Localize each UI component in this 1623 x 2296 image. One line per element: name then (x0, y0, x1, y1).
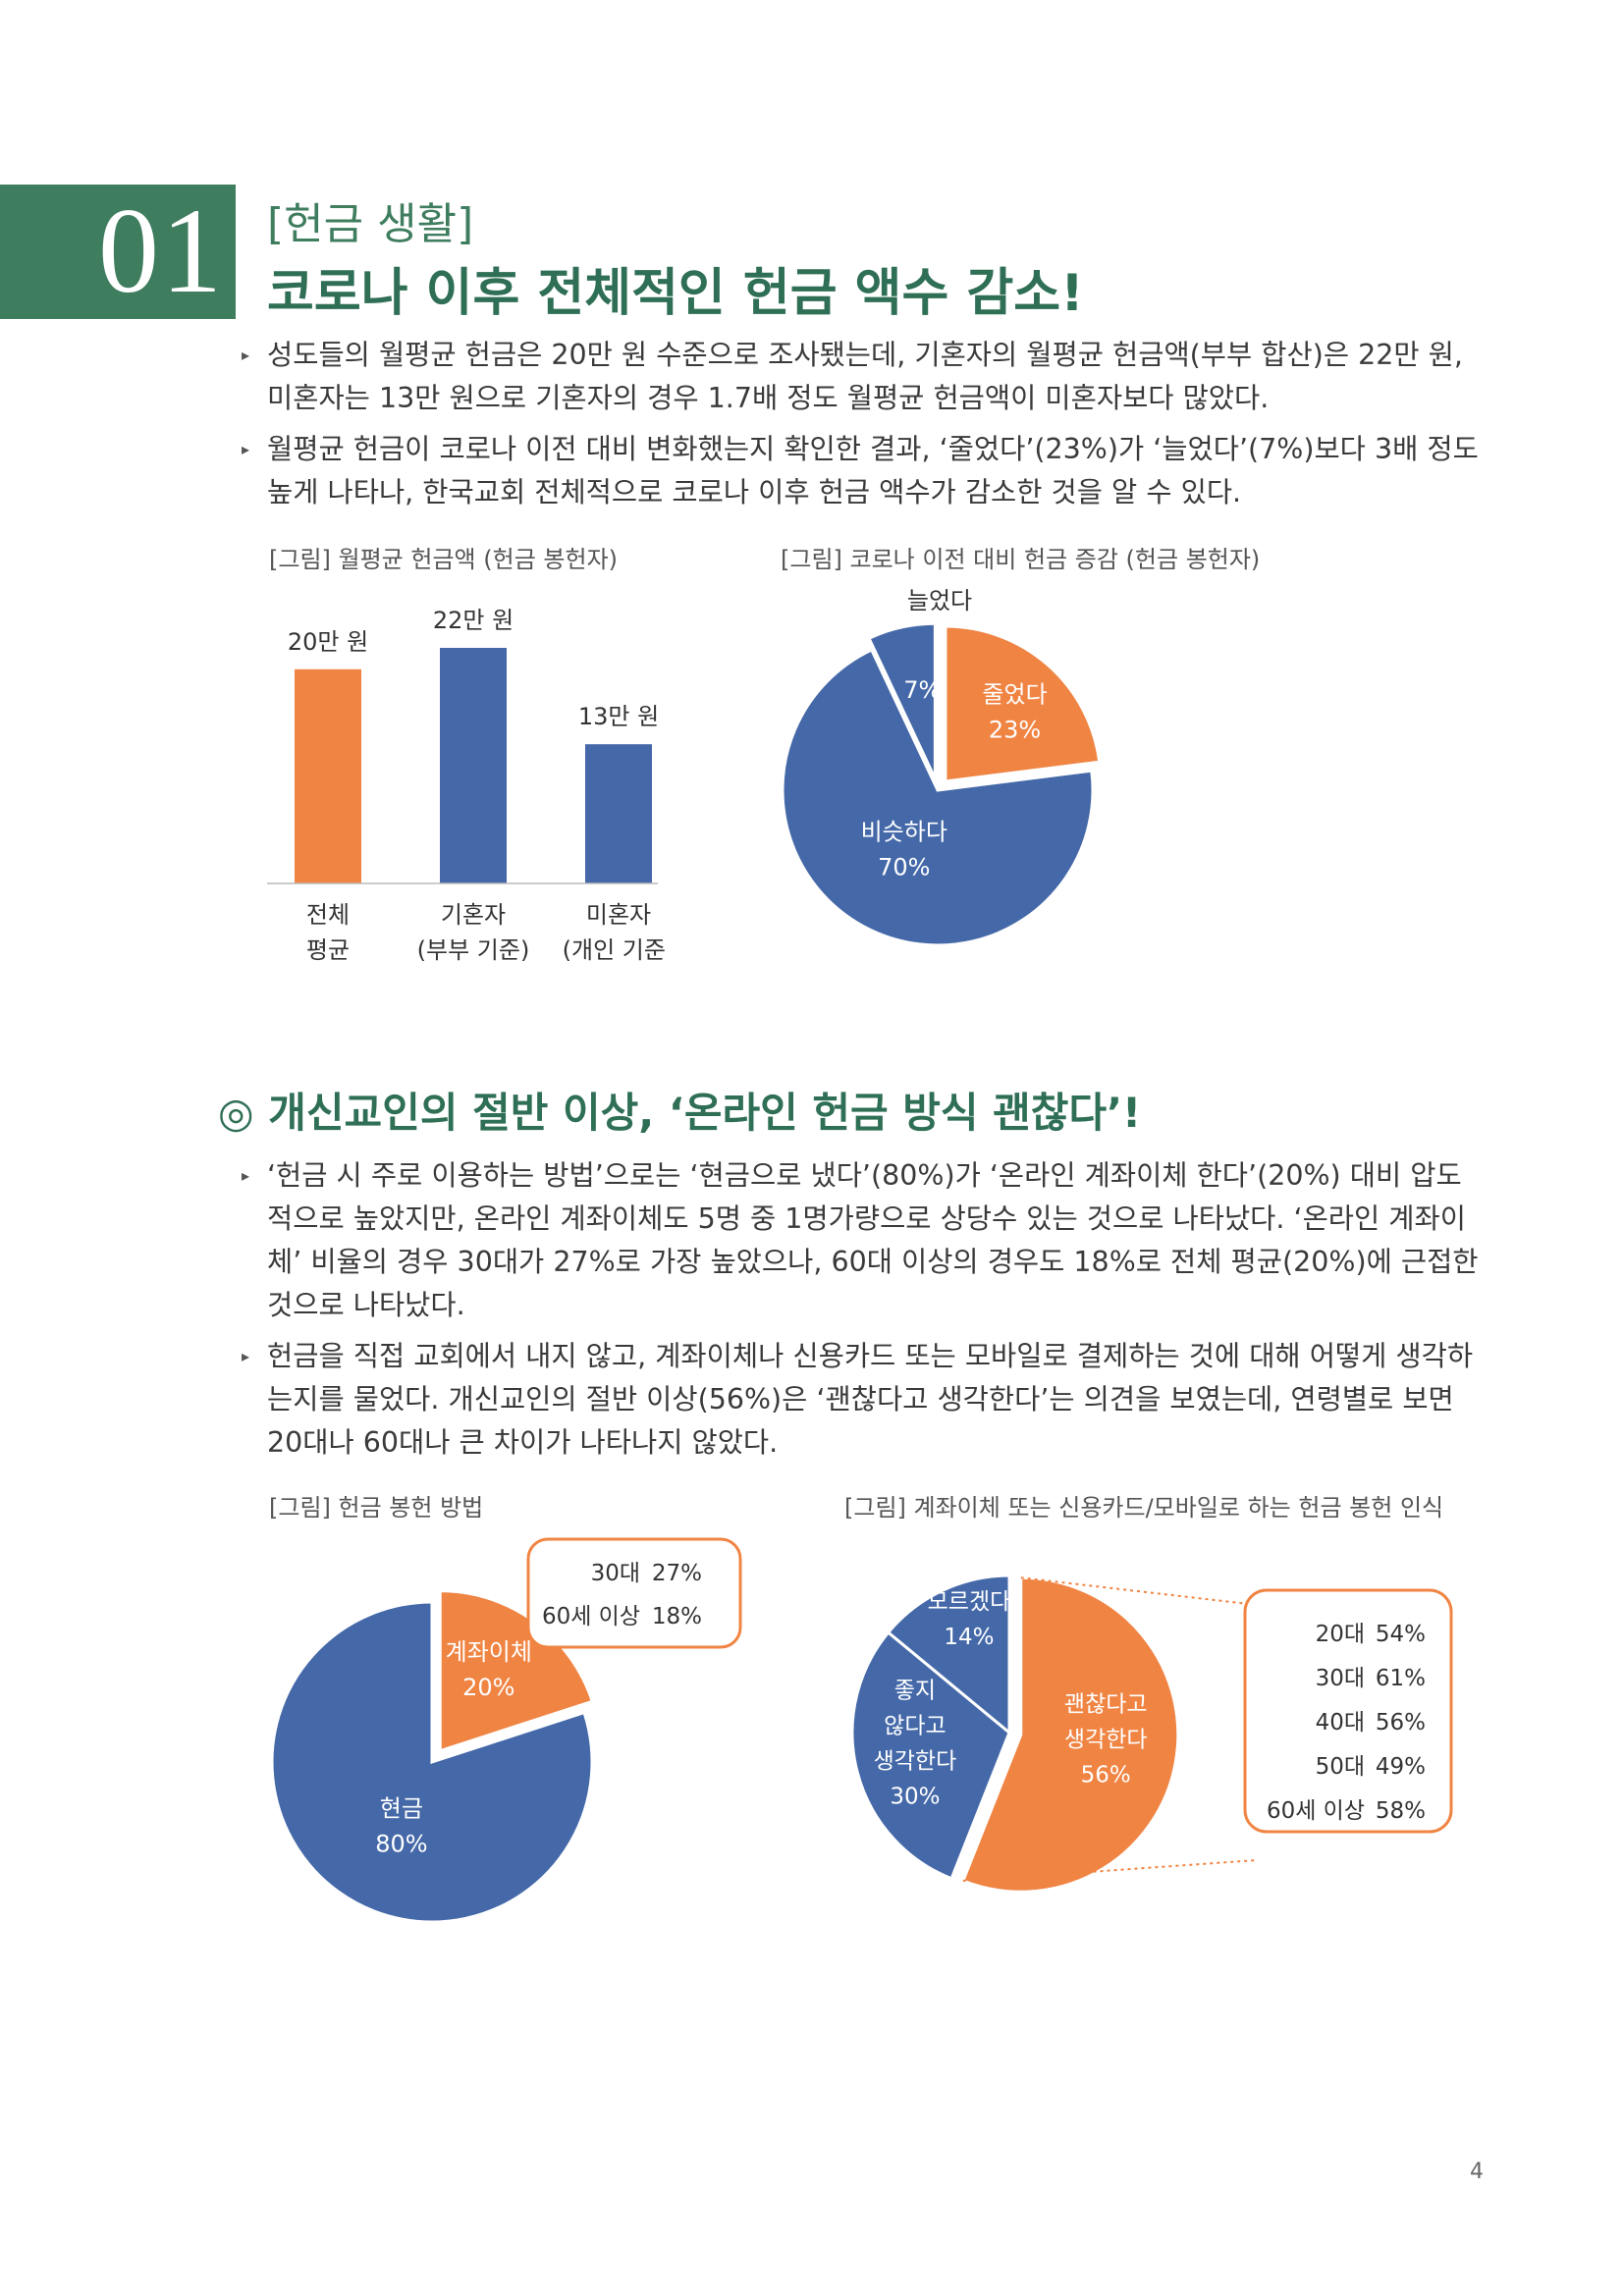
bar-value-label: 22만 원 (433, 607, 514, 634)
bullet-list-2: ▸ ‘헌금 시 주로 이용하는 방법’으로는 ‘현금으로 냈다’(80%)가 ‘… (242, 1154, 1485, 1472)
slice-value: 70% (878, 853, 930, 881)
slice-label: 않다고 (884, 1714, 946, 1739)
callout-connector (962, 1859, 1258, 1883)
figure1-caption: [그림] 월평균 헌금액 (헌금 봉헌자) (269, 546, 619, 573)
callout-group: 50대 (1316, 1754, 1365, 1780)
bullet-text: 월평균 헌금이 코로나 이전 대비 변화했는지 확인한 결과, ‘줄었다’(23… (267, 433, 1479, 508)
bullet-arrow-icon: ▸ (242, 440, 250, 458)
slice-value: 14% (944, 1625, 994, 1650)
slice-value: 7% (903, 676, 941, 704)
callout-box (526, 1537, 742, 1649)
callout-value: 61% (1376, 1666, 1426, 1691)
bullet-item: ▸ 월평균 헌금이 코로나 이전 대비 변화했는지 확인한 결과, ‘줄었다’(… (242, 428, 1485, 514)
category-label: (개인 기준) (563, 936, 668, 964)
callout-value: 18% (652, 1604, 702, 1629)
sub-heading-text: 개신교인의 절반 이상, ‘온라인 헌금 방식 괜찮다’! (268, 1089, 1142, 1137)
callout-box (1243, 1588, 1453, 1834)
slice-label: 줄었다 (982, 680, 1047, 708)
figure2-caption: [그림] 코로나 이전 대비 헌금 증감 (헌금 봉헌자) (781, 546, 1261, 573)
bar-value-label: 13만 원 (578, 703, 659, 730)
bullseye-icon: ◎ (218, 1089, 254, 1137)
section-number: 01 (98, 184, 224, 318)
slice-label: 모르겠다 (928, 1589, 1011, 1615)
bullet-arrow-icon: ▸ (242, 346, 250, 364)
bullet-item: ▸ 성도들의 월평균 헌금은 20만 원 수준으로 조사됐는데, 기혼자의 월평… (242, 334, 1485, 420)
bullet-arrow-icon: ▸ (242, 1166, 250, 1185)
callout-group: 30대 (1316, 1666, 1365, 1691)
slice-value: 56% (1081, 1763, 1131, 1789)
pie-chart-offering-method: 계좌이체 20% 현금 80% 30대 27% 60세 이상 18% (270, 1537, 742, 1924)
callout-group: 30대 (591, 1561, 640, 1586)
page-number: 4 (1470, 2160, 1484, 2184)
bullet-text: 헌금을 직접 교회에서 내지 않고, 계좌이체나 신용카드 또는 모바일로 결제… (267, 1340, 1474, 1459)
bullet-text: 성도들의 월평균 헌금은 20만 원 수준으로 조사됐는데, 기혼자의 월평균 … (267, 339, 1463, 414)
slice-label: 비슷하다 (861, 818, 947, 845)
bullet-item: ▸ 헌금을 직접 교회에서 내지 않고, 계좌이체나 신용카드 또는 모바일로 … (242, 1335, 1485, 1465)
slice-label: 괜찮다고 (1064, 1692, 1148, 1718)
section-number-box (0, 185, 236, 319)
pie-slice (270, 1600, 594, 1924)
slice-label: 계좌이체 (446, 1638, 532, 1666)
bar-value-label: 20만 원 (288, 628, 368, 656)
callout-value: 54% (1376, 1622, 1426, 1647)
category-label: (부부 기준) (417, 936, 530, 964)
pie-slice (781, 648, 1095, 947)
section-title: 코로나 이후 전체적인 헌금 액수 감소! (267, 264, 1084, 323)
section-kicker: [헌금 생활] (267, 199, 474, 249)
callout-group: 60세 이상 (1267, 1798, 1365, 1824)
slice-value: 30% (890, 1785, 940, 1810)
slice-label: 생각한다 (874, 1749, 957, 1775)
bar (585, 744, 652, 883)
callout-value: 56% (1376, 1710, 1426, 1735)
figure3-caption: [그림] 헌금 봉헌 방법 (269, 1494, 484, 1522)
callout-value: 27% (652, 1561, 702, 1586)
figure4-caption: [그림] 계좌이체 또는 신용카드/모바일로 하는 헌금 봉헌 인식 (844, 1494, 1444, 1522)
callout-value: 58% (1376, 1798, 1426, 1824)
pie-slice (886, 1574, 1011, 1736)
slice-label: 생각한다 (1064, 1728, 1148, 1753)
category-label: 평균 (306, 936, 350, 964)
pie-slice (944, 624, 1102, 783)
bar (295, 668, 361, 883)
category-label: 전체 (306, 901, 350, 929)
pie-slice (850, 1629, 1011, 1881)
slice-label: 좋지 (894, 1679, 936, 1704)
category-label: 미혼자 (586, 901, 651, 929)
pie-slice (960, 1575, 1180, 1894)
callout-group: 60세 이상 (542, 1604, 640, 1629)
bullet-item: ▸ ‘헌금 시 주로 이용하는 방법’으로는 ‘현금으로 냈다’(80%)가 ‘… (242, 1154, 1485, 1327)
slice-value: 20% (462, 1674, 514, 1701)
bullet-text: ‘헌금 시 주로 이용하는 방법’으로는 ‘현금으로 냈다’(80%)가 ‘온라… (267, 1159, 1479, 1321)
bar (440, 648, 507, 883)
slice-value: 80% (375, 1830, 427, 1857)
callout-group: 40대 (1316, 1710, 1365, 1735)
category-label: 기혼자 (441, 901, 506, 929)
bullet-arrow-icon: ▸ (242, 1347, 250, 1365)
slice-value: 23% (989, 716, 1041, 743)
sub-heading: ◎ 개신교인의 절반 이상, ‘온라인 헌금 방식 괜찮다’! (218, 1080, 1141, 1140)
callout-connector (1020, 1576, 1258, 1606)
callout-group: 20대 (1316, 1622, 1365, 1647)
pie-chart-offering-change: 늘었다 7% 줄었다 23% 비슷하다 70% (781, 587, 1102, 947)
slice-label: 늘었다 (907, 587, 972, 614)
callout-value: 49% (1376, 1754, 1426, 1780)
pie-slice (867, 621, 937, 779)
bullet-list-1: ▸ 성도들의 월평균 헌금은 20만 원 수준으로 조사됐는데, 기혼자의 월평… (242, 334, 1485, 522)
slice-label: 현금 (380, 1794, 423, 1822)
